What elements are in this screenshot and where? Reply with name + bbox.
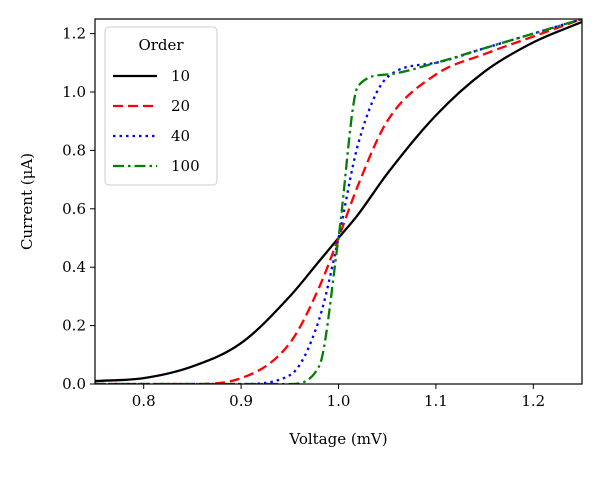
legend-label-100: 100 [171,157,200,175]
y-tick-label: 0.6 [62,200,86,218]
legend-title: Order [138,36,184,54]
legend-box [104,26,218,186]
y-axis-label: Current (μA) [18,153,36,250]
legend: Order 10 20 40 100 [104,26,218,186]
y-tick-label: 0.8 [62,141,86,159]
legend-label-10: 10 [171,67,190,85]
legend-label-20: 20 [171,97,190,115]
legend-label-40: 40 [171,127,190,145]
y-tick-label: 0.2 [62,317,86,335]
x-axis-label: Voltage (mV) [288,430,387,448]
ticks-layer: 0.8 0.9 1.0 1.1 1.2 0.0 0.2 0.4 0.6 0.8 1.0 1.2 [62,25,545,410]
legend-items: 10 20 40 100 [113,67,200,175]
x-tick-label: 0.8 [132,392,156,410]
x-tick-label: 0.9 [229,392,253,410]
y-tick-label: 1.2 [62,25,86,43]
series-line-100 [95,19,582,384]
y-tick-label: 0.0 [62,375,86,393]
x-tick-label: 1.1 [424,392,448,410]
y-tick-label: 1.0 [62,83,86,101]
y-tick-label: 0.4 [62,258,86,276]
x-tick-label: 1.2 [521,392,545,410]
x-tick-label: 1.0 [327,392,351,410]
